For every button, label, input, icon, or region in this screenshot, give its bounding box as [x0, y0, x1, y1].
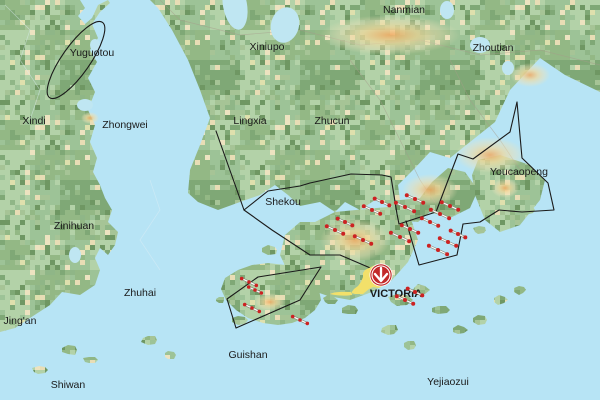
svg-text:Zhongwei: Zhongwei: [102, 119, 148, 131]
svg-text:Zhuhai: Zhuhai: [124, 287, 156, 299]
svg-text:Zhucun: Zhucun: [314, 115, 349, 127]
svg-text:Guishan: Guishan: [228, 349, 267, 361]
svg-text:Youcaopeng: Youcaopeng: [490, 166, 548, 178]
svg-text:Shiwan: Shiwan: [51, 379, 86, 391]
svg-text:Xiniupo: Xiniupo: [249, 41, 284, 53]
svg-text:Zhoutian: Zhoutian: [473, 42, 514, 54]
svg-text:Yejiaozui: Yejiaozui: [427, 376, 469, 388]
svg-text:Jing'an: Jing'an: [4, 315, 37, 327]
svg-text:Shekou: Shekou: [265, 196, 301, 208]
svg-text:VICTORIA: VICTORIA: [370, 288, 422, 300]
svg-text:Zinihuan: Zinihuan: [54, 220, 94, 232]
svg-text:Nanmian: Nanmian: [383, 4, 425, 16]
svg-text:Xindi: Xindi: [22, 115, 45, 127]
svg-text:Lingxia: Lingxia: [233, 115, 266, 127]
svg-text:Yuguotou: Yuguotou: [70, 47, 115, 59]
